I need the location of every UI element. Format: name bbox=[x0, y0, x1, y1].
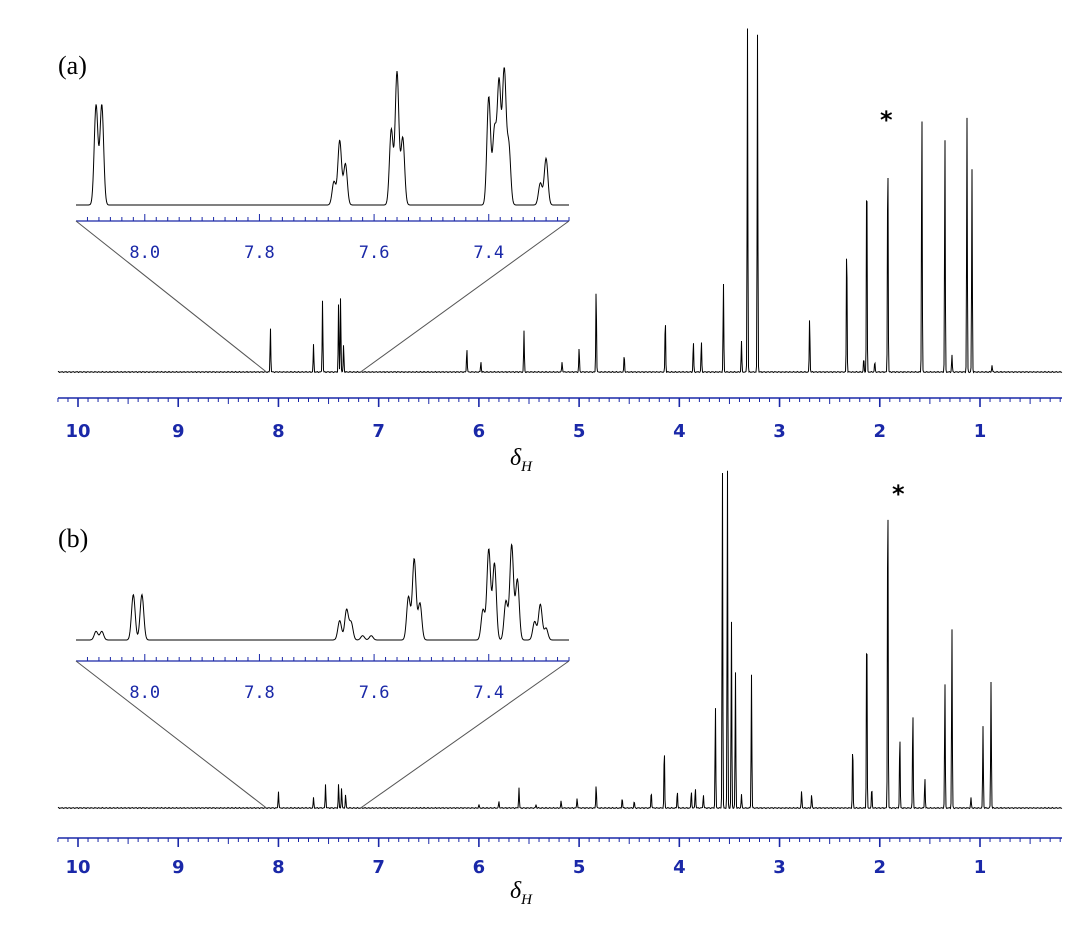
panel-b-tick-label: 7 bbox=[372, 857, 385, 878]
panel-b-tick-label: 5 bbox=[573, 857, 586, 878]
panel-a-inset-tick-label: 7.4 bbox=[473, 243, 504, 263]
panel-a-zoom-connector-left bbox=[75, 220, 267, 373]
panel-b-tick-label: 1 bbox=[974, 857, 987, 878]
panel-b-inset-tick-label: 7.4 bbox=[473, 683, 504, 703]
panel-b-marker: * bbox=[892, 480, 905, 508]
panel-a-tick-label: 2 bbox=[874, 421, 887, 442]
panel-a-axis-title-symbol: δ bbox=[510, 445, 522, 471]
panel-b-zoom-connector-left bbox=[75, 660, 267, 809]
panel-b-tick-label: 2 bbox=[874, 857, 887, 878]
panel-a-axis-title-subscript: H bbox=[520, 459, 533, 475]
panel-b-tick-label: 6 bbox=[473, 857, 486, 878]
panel-b-tick-label: 3 bbox=[773, 857, 786, 878]
panel-a-tick-label: 7 bbox=[372, 421, 385, 442]
panel-b-tick-label: 8 bbox=[272, 857, 285, 878]
panel-a-tick-label: 8 bbox=[272, 421, 285, 442]
panel-a-inset-tick-label: 7.8 bbox=[244, 243, 275, 263]
panel-a-tick-label: 3 bbox=[773, 421, 786, 442]
panel-b-zoom-connector-right bbox=[360, 660, 570, 809]
panel-a-zoom-connector-right bbox=[360, 220, 570, 373]
panel-a-axis-title: δH bbox=[510, 445, 533, 475]
panel-b-tick-label: 4 bbox=[673, 857, 686, 878]
panel-a-spectrum-trace bbox=[57, 28, 1063, 374]
panel-b-axis-title-subscript: H bbox=[520, 892, 533, 908]
panel-b-tick-label: 9 bbox=[172, 857, 185, 878]
panel-a: (a) * δH 10 9 8 7 6 5 4 3 2 1 8.0 7.8 7.6 7.4 bbox=[57, 28, 1063, 475]
panel-a-tick-label: 5 bbox=[573, 421, 586, 442]
panel-b-axis-title: δH bbox=[510, 878, 533, 908]
panel-b-tick-label: 10 bbox=[65, 857, 90, 878]
panel-a-inset-trace bbox=[76, 67, 569, 206]
panel-b-axis-title-symbol: δ bbox=[510, 878, 522, 904]
panel-b-inset-tick-label: 7.6 bbox=[359, 683, 390, 703]
panel-b-inset-trace bbox=[76, 543, 569, 641]
panel-a-tick-label: 1 bbox=[974, 421, 987, 442]
panel-b-inset-tick-label: 7.8 bbox=[244, 683, 275, 703]
panel-a-inset-tick-label: 7.6 bbox=[359, 243, 390, 263]
panel-a-tick-label: 6 bbox=[473, 421, 486, 442]
panel-a-tick-label: 10 bbox=[65, 421, 90, 442]
panel-a-marker: * bbox=[880, 106, 893, 134]
panel-b-inset-tick-label: 8.0 bbox=[129, 683, 160, 703]
panel-a-tick-label: 4 bbox=[673, 421, 686, 442]
panel-a-label: (a) bbox=[58, 51, 87, 80]
panel-b: (b) * δH 10 9 8 7 6 5 4 3 2 1 8.0 7.8 7.6 7.4 bbox=[57, 470, 1063, 908]
panel-b-label: (b) bbox=[58, 524, 88, 553]
panel-a-inset-tick-label: 8.0 bbox=[129, 243, 160, 263]
panel-a-tick-label: 9 bbox=[172, 421, 185, 442]
panel-b-spectrum-trace bbox=[57, 470, 1063, 810]
